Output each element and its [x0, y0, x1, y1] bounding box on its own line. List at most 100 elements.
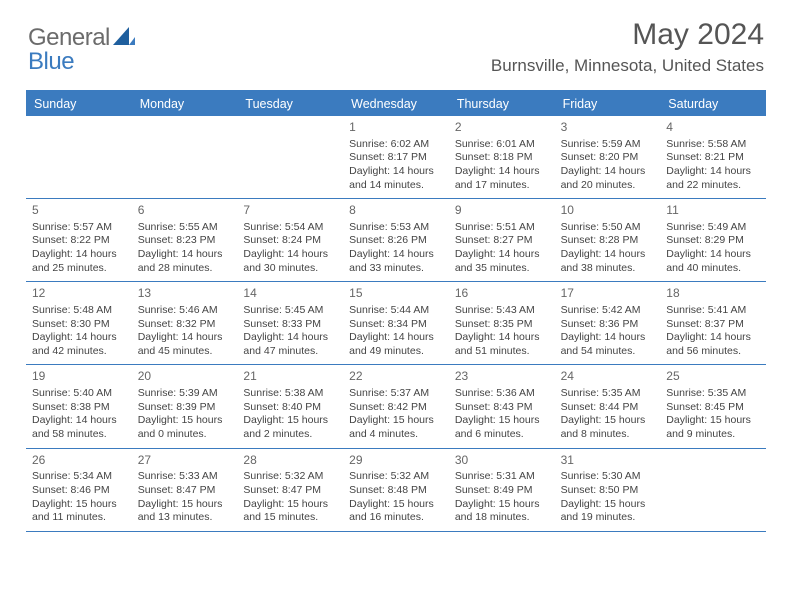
daylight-text: Daylight: 14 hours and 22 minutes. [666, 165, 760, 192]
day-number: 11 [666, 203, 760, 219]
calendar-cell: 8Sunrise: 5:53 AMSunset: 8:26 PMDaylight… [343, 199, 449, 281]
day-number: 4 [666, 120, 760, 136]
calendar-cell [660, 449, 766, 531]
daylight-text: Daylight: 15 hours and 8 minutes. [561, 414, 655, 441]
calendar-cell: 28Sunrise: 5:32 AMSunset: 8:47 PMDayligh… [237, 449, 343, 531]
day-header-sunday: Sunday [26, 92, 132, 116]
logo: General [28, 18, 137, 52]
calendar-cell: 18Sunrise: 5:41 AMSunset: 8:37 PMDayligh… [660, 282, 766, 364]
sunrise-text: Sunrise: 5:44 AM [349, 304, 443, 318]
day-number: 24 [561, 369, 655, 385]
day-number: 2 [455, 120, 549, 136]
title-block: May 2024 Burnsville, Minnesota, United S… [491, 18, 764, 76]
calendar-cell: 27Sunrise: 5:33 AMSunset: 8:47 PMDayligh… [132, 449, 238, 531]
daylight-text: Daylight: 15 hours and 0 minutes. [138, 414, 232, 441]
sunrise-text: Sunrise: 5:40 AM [32, 387, 126, 401]
sunset-text: Sunset: 8:18 PM [455, 151, 549, 165]
sunrise-text: Sunrise: 5:45 AM [243, 304, 337, 318]
calendar-cell: 30Sunrise: 5:31 AMSunset: 8:49 PMDayligh… [449, 449, 555, 531]
sunrise-text: Sunrise: 5:31 AM [455, 470, 549, 484]
calendar-cell: 31Sunrise: 5:30 AMSunset: 8:50 PMDayligh… [555, 449, 661, 531]
daylight-text: Daylight: 15 hours and 13 minutes. [138, 498, 232, 525]
day-number: 14 [243, 286, 337, 302]
sunrise-text: Sunrise: 5:34 AM [32, 470, 126, 484]
sunrise-text: Sunrise: 5:55 AM [138, 221, 232, 235]
calendar-cell [237, 116, 343, 198]
calendar-cell: 16Sunrise: 5:43 AMSunset: 8:35 PMDayligh… [449, 282, 555, 364]
sunrise-text: Sunrise: 5:37 AM [349, 387, 443, 401]
calendar-cell: 17Sunrise: 5:42 AMSunset: 8:36 PMDayligh… [555, 282, 661, 364]
day-number: 6 [138, 203, 232, 219]
sunset-text: Sunset: 8:48 PM [349, 484, 443, 498]
daylight-text: Daylight: 14 hours and 42 minutes. [32, 331, 126, 358]
calendar-cell: 11Sunrise: 5:49 AMSunset: 8:29 PMDayligh… [660, 199, 766, 281]
sunrise-text: Sunrise: 5:38 AM [243, 387, 337, 401]
day-number: 30 [455, 453, 549, 469]
calendar-cell: 9Sunrise: 5:51 AMSunset: 8:27 PMDaylight… [449, 199, 555, 281]
sunset-text: Sunset: 8:44 PM [561, 401, 655, 415]
day-number: 12 [32, 286, 126, 302]
sunset-text: Sunset: 8:47 PM [243, 484, 337, 498]
day-number: 28 [243, 453, 337, 469]
month-title: May 2024 [491, 18, 764, 52]
day-header-row: Sunday Monday Tuesday Wednesday Thursday… [26, 92, 766, 116]
sunrise-text: Sunrise: 5:51 AM [455, 221, 549, 235]
calendar-cell: 3Sunrise: 5:59 AMSunset: 8:20 PMDaylight… [555, 116, 661, 198]
day-number: 20 [138, 369, 232, 385]
sunrise-text: Sunrise: 5:32 AM [349, 470, 443, 484]
sunset-text: Sunset: 8:34 PM [349, 318, 443, 332]
week-row: 5Sunrise: 5:57 AMSunset: 8:22 PMDaylight… [26, 199, 766, 282]
sunset-text: Sunset: 8:32 PM [138, 318, 232, 332]
sunrise-text: Sunrise: 5:48 AM [32, 304, 126, 318]
calendar-cell: 6Sunrise: 5:55 AMSunset: 8:23 PMDaylight… [132, 199, 238, 281]
day-number: 9 [455, 203, 549, 219]
daylight-text: Daylight: 15 hours and 9 minutes. [666, 414, 760, 441]
calendar-cell: 14Sunrise: 5:45 AMSunset: 8:33 PMDayligh… [237, 282, 343, 364]
day-header-friday: Friday [555, 92, 661, 116]
daylight-text: Daylight: 14 hours and 54 minutes. [561, 331, 655, 358]
sunrise-text: Sunrise: 6:01 AM [455, 138, 549, 152]
daylight-text: Daylight: 15 hours and 6 minutes. [455, 414, 549, 441]
daylight-text: Daylight: 14 hours and 58 minutes. [32, 414, 126, 441]
day-number: 7 [243, 203, 337, 219]
sunset-text: Sunset: 8:17 PM [349, 151, 443, 165]
calendar-cell: 23Sunrise: 5:36 AMSunset: 8:43 PMDayligh… [449, 365, 555, 447]
day-number: 19 [32, 369, 126, 385]
sunrise-text: Sunrise: 5:54 AM [243, 221, 337, 235]
sunset-text: Sunset: 8:33 PM [243, 318, 337, 332]
daylight-text: Daylight: 15 hours and 16 minutes. [349, 498, 443, 525]
logo-sail-icon [113, 27, 135, 50]
sunrise-text: Sunrise: 5:33 AM [138, 470, 232, 484]
daylight-text: Daylight: 14 hours and 17 minutes. [455, 165, 549, 192]
sunrise-text: Sunrise: 5:39 AM [138, 387, 232, 401]
calendar-cell: 7Sunrise: 5:54 AMSunset: 8:24 PMDaylight… [237, 199, 343, 281]
sunset-text: Sunset: 8:30 PM [32, 318, 126, 332]
sunrise-text: Sunrise: 5:32 AM [243, 470, 337, 484]
daylight-text: Daylight: 15 hours and 15 minutes. [243, 498, 337, 525]
daylight-text: Daylight: 14 hours and 20 minutes. [561, 165, 655, 192]
sunset-text: Sunset: 8:46 PM [32, 484, 126, 498]
daylight-text: Daylight: 15 hours and 2 minutes. [243, 414, 337, 441]
daylight-text: Daylight: 15 hours and 18 minutes. [455, 498, 549, 525]
sunset-text: Sunset: 8:40 PM [243, 401, 337, 415]
calendar-cell: 4Sunrise: 5:58 AMSunset: 8:21 PMDaylight… [660, 116, 766, 198]
daylight-text: Daylight: 15 hours and 4 minutes. [349, 414, 443, 441]
logo-text-blue: Blue [28, 48, 74, 75]
calendar-cell: 5Sunrise: 5:57 AMSunset: 8:22 PMDaylight… [26, 199, 132, 281]
sunset-text: Sunset: 8:45 PM [666, 401, 760, 415]
sunrise-text: Sunrise: 5:46 AM [138, 304, 232, 318]
sunset-text: Sunset: 8:28 PM [561, 234, 655, 248]
week-row: 19Sunrise: 5:40 AMSunset: 8:38 PMDayligh… [26, 365, 766, 448]
day-header-tuesday: Tuesday [237, 92, 343, 116]
day-number: 17 [561, 286, 655, 302]
day-number: 31 [561, 453, 655, 469]
calendar-cell: 29Sunrise: 5:32 AMSunset: 8:48 PMDayligh… [343, 449, 449, 531]
daylight-text: Daylight: 14 hours and 45 minutes. [138, 331, 232, 358]
daylight-text: Daylight: 14 hours and 40 minutes. [666, 248, 760, 275]
sunrise-text: Sunrise: 5:50 AM [561, 221, 655, 235]
day-number: 18 [666, 286, 760, 302]
sunrise-text: Sunrise: 5:59 AM [561, 138, 655, 152]
calendar-cell: 25Sunrise: 5:35 AMSunset: 8:45 PMDayligh… [660, 365, 766, 447]
sunset-text: Sunset: 8:38 PM [32, 401, 126, 415]
calendar-cell: 10Sunrise: 5:50 AMSunset: 8:28 PMDayligh… [555, 199, 661, 281]
